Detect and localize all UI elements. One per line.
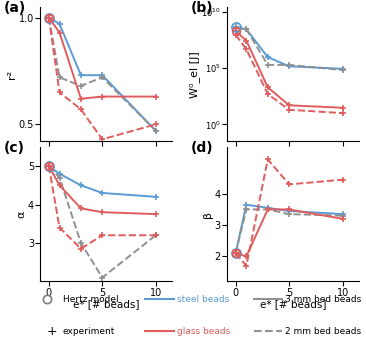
X-axis label: e* [# beads]: e* [# beads] xyxy=(259,299,326,309)
Y-axis label: W⁰_el [J]: W⁰_el [J] xyxy=(189,51,200,97)
Y-axis label: β: β xyxy=(203,211,213,218)
Text: (a): (a) xyxy=(3,1,26,15)
Text: +: + xyxy=(46,325,57,338)
Text: (c): (c) xyxy=(3,141,25,155)
Text: Hertz model: Hertz model xyxy=(63,295,118,304)
Text: steel beads: steel beads xyxy=(177,295,229,304)
X-axis label: e* [# beads]: e* [# beads] xyxy=(73,299,139,309)
Text: experiment: experiment xyxy=(63,327,115,336)
Text: (b): (b) xyxy=(190,1,213,15)
Text: 3 mm bed beads: 3 mm bed beads xyxy=(285,295,362,304)
Text: (d): (d) xyxy=(190,141,213,155)
Y-axis label: α: α xyxy=(16,211,26,218)
Text: glass beads: glass beads xyxy=(177,327,231,336)
Y-axis label: r²: r² xyxy=(7,69,17,79)
Text: 2 mm bed beads: 2 mm bed beads xyxy=(285,327,362,336)
